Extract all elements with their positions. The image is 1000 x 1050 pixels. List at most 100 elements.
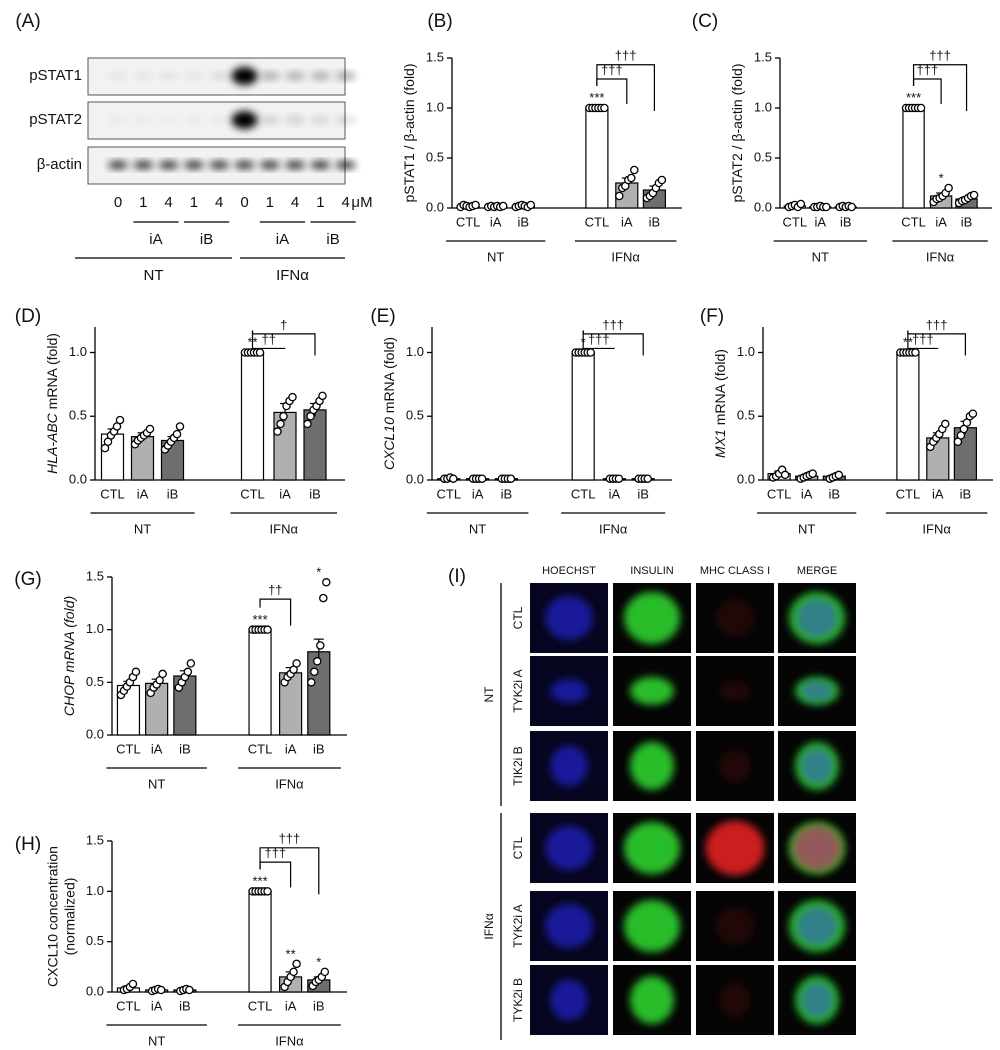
data-point xyxy=(643,474,652,483)
group-label: NT xyxy=(134,521,151,536)
blot-band xyxy=(335,72,356,80)
y-axis-label-part: mRNA (fold) xyxy=(44,333,60,413)
row-label: CTL xyxy=(511,606,525,629)
bracket-label: ††† xyxy=(615,48,637,63)
x-tick-label: CTL xyxy=(456,214,481,229)
blot-band xyxy=(259,161,280,169)
bar xyxy=(571,351,595,481)
data-point xyxy=(449,474,458,483)
bracket-label: ††† xyxy=(264,846,286,861)
x-tick-label: iB xyxy=(179,998,191,1013)
group-label: NT xyxy=(798,521,815,536)
blot-band xyxy=(133,72,154,80)
blot-band xyxy=(108,72,128,80)
data-point xyxy=(115,415,125,425)
blot-band xyxy=(159,116,179,124)
data-point xyxy=(279,411,288,421)
y-tick-label: 1.5 xyxy=(426,49,444,64)
blot-band xyxy=(209,116,229,124)
y-tick-label: 1.0 xyxy=(754,99,772,114)
y-tick-label: 0.0 xyxy=(86,983,104,998)
x-tick-label: iB xyxy=(501,486,513,501)
data-point xyxy=(255,348,265,357)
cell-stain xyxy=(800,748,834,784)
data-point xyxy=(320,967,330,977)
bracket xyxy=(251,330,286,350)
panel-label: (A) xyxy=(15,11,40,32)
bracket xyxy=(259,598,292,626)
significance-star: * xyxy=(939,170,944,185)
data-point xyxy=(319,593,328,603)
data-point xyxy=(273,427,282,436)
cell-stain xyxy=(719,681,751,701)
data-point xyxy=(780,470,790,480)
y-tick-label: 0.5 xyxy=(86,933,104,948)
column-header: HOECHST xyxy=(542,565,596,577)
bar xyxy=(240,351,265,481)
data-point xyxy=(263,887,272,896)
data-point xyxy=(796,199,806,209)
blot-row-label: pSTAT1 xyxy=(29,67,82,84)
panel-label: (D) xyxy=(15,306,41,327)
y-tick-label: 0.5 xyxy=(754,149,772,164)
data-point xyxy=(808,469,817,478)
cell-stain xyxy=(550,745,588,787)
blot-band xyxy=(108,116,128,124)
data-point xyxy=(586,348,595,357)
bar xyxy=(896,351,920,481)
x-tick-label: iB xyxy=(167,486,179,501)
blot-band xyxy=(335,116,356,124)
data-point xyxy=(615,191,624,201)
x-tick-label: CTL xyxy=(783,214,808,229)
data-point xyxy=(657,175,667,185)
group-label: NT xyxy=(482,686,496,703)
blot-band xyxy=(310,161,331,169)
y-tick-label: 0.5 xyxy=(426,149,444,164)
x-tick-label: iB xyxy=(313,998,325,1013)
cell-stain xyxy=(630,742,674,790)
cell-stain xyxy=(791,824,843,872)
data-point xyxy=(310,667,319,677)
data-point xyxy=(614,474,624,483)
bracket-label: †† xyxy=(262,332,276,347)
data-point xyxy=(183,667,193,677)
x-tick-label: iA xyxy=(801,486,813,501)
bracket xyxy=(907,330,966,356)
bracket-label: ††† xyxy=(929,48,951,63)
blot-band xyxy=(259,72,280,80)
data-point xyxy=(175,422,185,431)
x-tick-label: iB xyxy=(179,741,191,756)
x-tick-label: iB xyxy=(961,214,973,229)
y-tick-label: 1.0 xyxy=(406,344,424,359)
data-point xyxy=(627,173,636,183)
y-axis-label: CXCL10 mRNA (fold) xyxy=(381,337,397,470)
bracket-label: ††† xyxy=(926,317,948,332)
y-tick-label: 0.5 xyxy=(406,408,424,423)
lane-label: 1 xyxy=(139,194,147,211)
y-axis-label-part: pSTAT1 / β-actin (fold) xyxy=(401,63,417,202)
y-axis-label: MX1 mRNA (fold) xyxy=(712,349,728,458)
data-point xyxy=(131,667,141,677)
blot-band xyxy=(231,111,258,129)
panel-label: (B) xyxy=(427,11,452,32)
bar xyxy=(248,890,272,993)
group-label: IFNα xyxy=(275,776,304,791)
y-axis-label: pSTAT2 / β-actin (fold) xyxy=(729,63,745,202)
bracket xyxy=(596,64,655,111)
significance-star: *** xyxy=(906,90,921,105)
y-tick-label: 1.5 xyxy=(754,49,772,64)
y-axis-label: (normalized) xyxy=(62,878,78,956)
lane-label: 1 xyxy=(266,194,274,211)
row-label: TYK2i A xyxy=(511,669,525,712)
blot-band xyxy=(209,161,230,169)
x-tick-label: CTL xyxy=(901,214,926,229)
y-tick-label: 0.5 xyxy=(86,674,104,689)
blot-band xyxy=(183,161,204,169)
data-point xyxy=(307,678,316,687)
bracket-label: † xyxy=(280,317,287,332)
x-tick-label: CTL xyxy=(100,486,125,501)
group-label: IFNα xyxy=(922,521,951,536)
panel-label: (E) xyxy=(370,306,395,327)
data-point xyxy=(969,190,979,200)
